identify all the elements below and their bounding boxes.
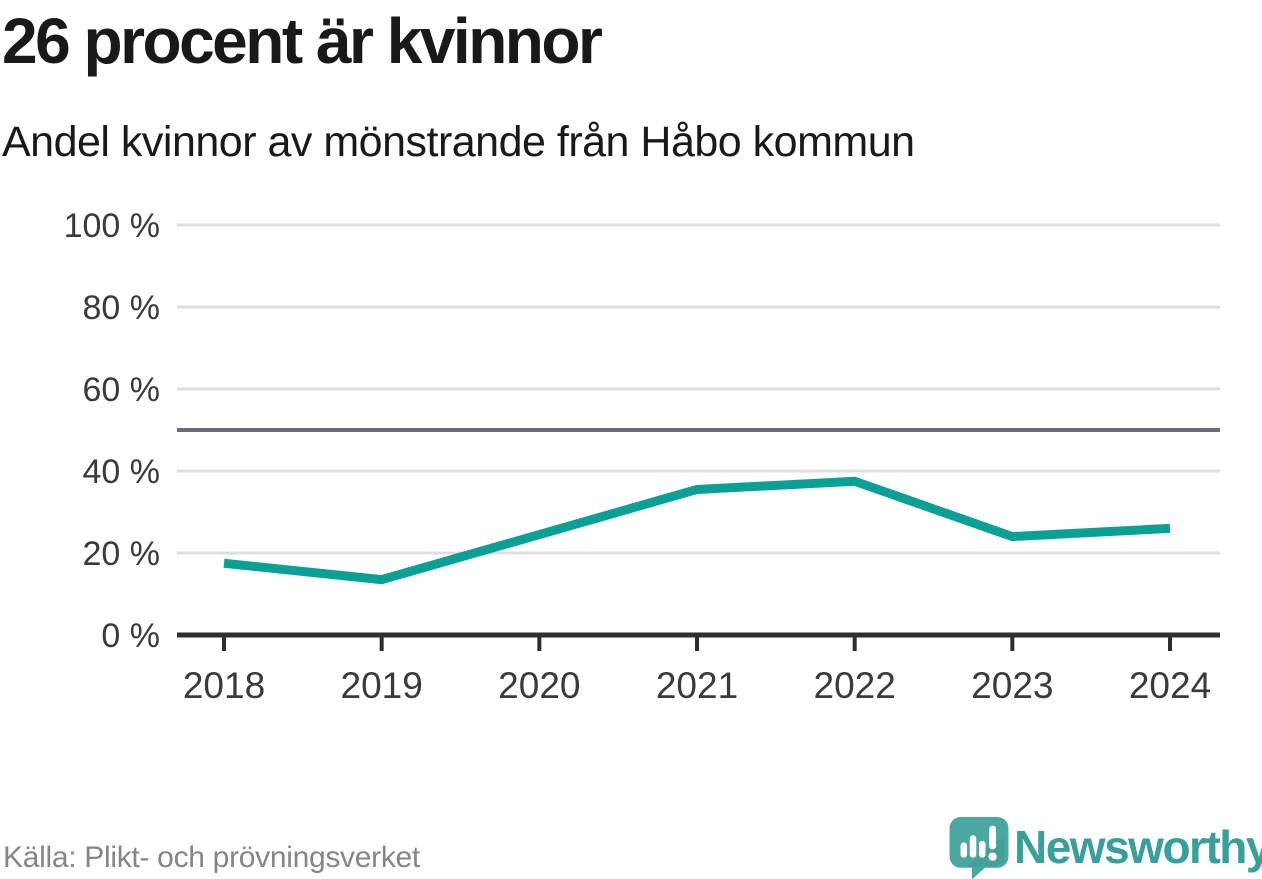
x-tick-label: 2021 [656,665,738,706]
y-tick-label: 40 % [83,453,161,491]
brand-wordmark: Newsworthy [1014,821,1262,873]
line-chart: 0 % 20 % 40 % 60 % 80 % 100 % 2018 2019 2020 2021… [64,207,1220,706]
x-tick-label: 2024 [1129,665,1211,706]
series-line [223,476,1171,585]
y-tick-label: 0 % [101,617,160,655]
source-note: Källa: Plikt- och prövningsverket [3,841,420,874]
newsworthy-brand: Newsworthy [946,814,1262,879]
y-tick-label: 100 % [64,207,160,245]
x-tick-label: 2023 [971,665,1053,706]
chart-subtitle: Andel kvinnor av mönstrande från Håbo ko… [2,118,915,166]
newsworthy-logo-icon [949,817,1009,879]
x-tick-label: 2019 [341,665,423,706]
chart-title: 26 procent är kvinnor [2,5,603,77]
y-tick-label: 60 % [83,371,161,409]
y-tick-label: 20 % [83,535,161,573]
y-tick-label: 80 % [83,289,161,327]
x-tick-label: 2022 [814,665,896,706]
x-tick-label: 2018 [183,665,265,706]
x-tick-label: 2020 [498,665,580,706]
